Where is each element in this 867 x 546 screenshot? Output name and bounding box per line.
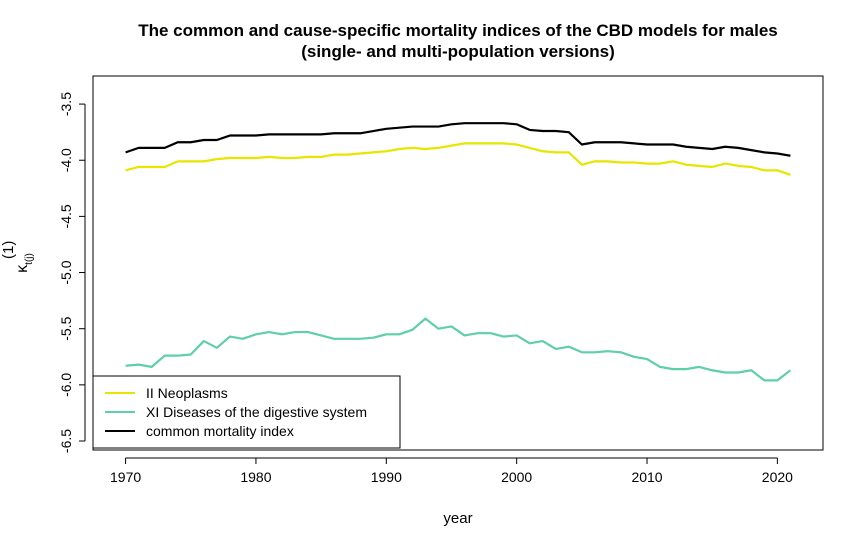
x-tick-label: 2020: [762, 469, 793, 485]
y-tick-label: -3.5: [58, 92, 74, 116]
series-layer: [125, 122, 792, 382]
x-tick-label: 1980: [240, 469, 271, 485]
y-axis-label-sub: t(j): [24, 253, 35, 265]
chart-title: The common and cause-specific mortality …: [138, 21, 778, 40]
svg-text:κt(j): κt(j): [14, 253, 35, 273]
y-tick-label: -5.0: [58, 260, 74, 284]
y-axis-label-symbol: κ: [14, 264, 31, 273]
y-tick-label: -6.0: [58, 373, 74, 397]
x-tick-label: 2000: [501, 469, 532, 485]
y-tick-label: -4.5: [58, 204, 74, 228]
chart-subtitle: (single- and multi-population versions): [301, 42, 615, 61]
x-tick-label: 1970: [110, 469, 141, 485]
x-tick-label: 2010: [631, 469, 662, 485]
legend-box: [92, 375, 401, 449]
y-tick-label: -6.5: [58, 429, 74, 453]
legend: II Neoplasms XI Diseases of the digestiv…: [92, 375, 401, 449]
legend-label-neoplasms: II Neoplasms: [146, 385, 228, 401]
legend-label-digestive: XI Diseases of the digestive system: [146, 404, 367, 420]
x-tick-label: 1990: [371, 469, 402, 485]
y-axis-label: κt(j) (1): [0, 241, 35, 273]
y-tick-label: -4.0: [58, 148, 74, 172]
y-tick-label: -5.5: [58, 316, 74, 340]
y-axis-label-sup: (1): [0, 241, 17, 259]
series-line-1: [125, 317, 792, 382]
series-line-2: [125, 122, 791, 157]
series-line-0: [125, 142, 791, 176]
x-axis-label: year: [443, 510, 472, 527]
plot-frame: [92, 75, 824, 451]
axes-layer: 1970 1980 1990 2000 2010 2020 -3.5 -4.0 -4.5 -5.0…: [58, 92, 793, 485]
legend-label-common: common mortality index: [146, 423, 294, 439]
